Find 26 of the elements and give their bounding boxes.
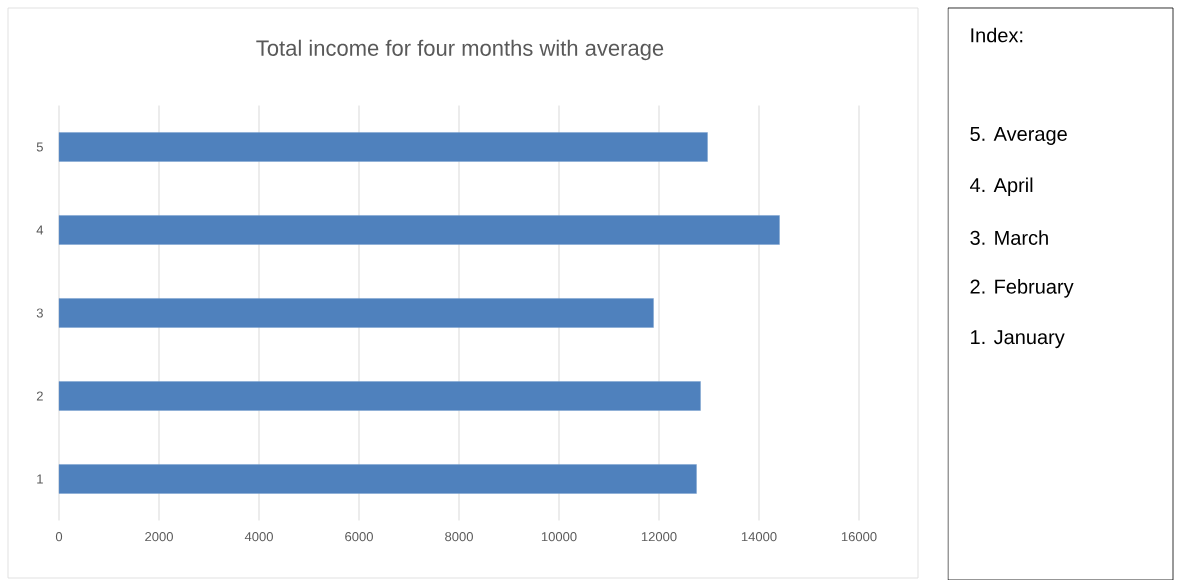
bar xyxy=(58,464,697,494)
y-tick-label: 3 xyxy=(36,308,43,318)
text: 2. February xyxy=(970,278,1074,298)
bar xyxy=(58,215,780,245)
y-tick-label: 4 xyxy=(36,225,44,235)
text: 5. Average xyxy=(970,126,1067,145)
x-tick-label: 6000 xyxy=(345,531,373,542)
x-tick-label: 14000 xyxy=(741,531,777,542)
x-tick-label: 0 xyxy=(55,531,63,542)
chart-title: Total income for four months with average xyxy=(256,39,664,61)
x-tick-label: 10000 xyxy=(541,531,577,542)
x-tick-label: 4000 xyxy=(244,531,273,542)
x-tick-label: 2000 xyxy=(145,531,173,542)
x-tick-label: 16000 xyxy=(841,531,877,542)
bar xyxy=(58,298,654,328)
x-tick-label: 12000 xyxy=(641,531,677,542)
text: 4. April xyxy=(969,177,1033,196)
bar xyxy=(58,381,701,411)
y-tick-label: 5 xyxy=(36,142,43,152)
text: Index: xyxy=(971,27,1023,43)
text: 3. March xyxy=(970,230,1048,245)
bar xyxy=(58,132,708,162)
x-tick-label: 8000 xyxy=(445,531,473,542)
y-tick-label: 2 xyxy=(36,391,43,401)
text: 1. January xyxy=(971,330,1065,348)
y-tick-label: 1 xyxy=(37,474,43,484)
